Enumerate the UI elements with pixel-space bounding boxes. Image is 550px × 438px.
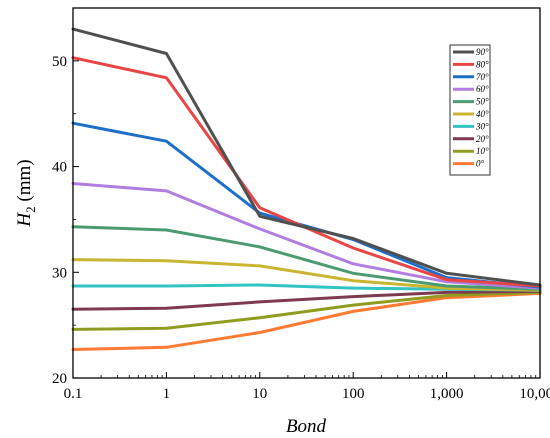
series-line-5	[71, 258, 542, 292]
legend-label-2: 70°	[476, 72, 489, 82]
legend-box	[449, 44, 491, 176]
series-line-7	[71, 289, 542, 311]
x-tick-label-4: 1,000	[430, 386, 464, 402]
x-axis-title: Bond	[286, 416, 327, 437]
x-tick-label-2: 10	[252, 386, 267, 402]
y-axis: 20 30 40 50	[52, 54, 79, 387]
plot-frame	[72, 7, 541, 379]
legend-label-0: 90°	[476, 47, 489, 57]
y-axis-title-subscript: 2	[23, 206, 38, 213]
legend-label-8: 10°	[476, 146, 489, 156]
series-line-8	[71, 290, 542, 331]
y-tick-label-0: 20	[52, 371, 67, 387]
series-line-9	[71, 291, 542, 351]
legend-label-3: 60°	[476, 84, 489, 94]
y-axis-title-main: H	[14, 212, 35, 228]
series-layer	[71, 27, 542, 351]
legend-label-4: 50°	[476, 97, 489, 107]
legend: 90° 80° 70° 60° 50° 40° 30° 20° 10° 0°	[449, 44, 491, 176]
y-tick-label-2: 40	[52, 160, 67, 176]
x-tick-label-3: 100	[342, 386, 365, 402]
legend-label-7: 20°	[476, 134, 489, 144]
legend-label-6: 30°	[475, 121, 489, 131]
y-axis-title-unit: (mm)	[14, 159, 35, 206]
legend-label-1: 80°	[476, 59, 489, 69]
series-line-3	[71, 182, 542, 290]
series-line-0	[71, 27, 542, 287]
y-tick-label-3: 50	[52, 54, 67, 70]
x-tick-label-0: 0.1	[64, 386, 83, 402]
y-tick-label-1: 30	[52, 265, 67, 281]
legend-label-5: 40°	[476, 109, 489, 119]
x-tick-label-1: 1	[163, 386, 171, 402]
series-line-4	[71, 225, 542, 291]
legend-label-9: 0°	[476, 159, 485, 169]
y-axis-title: H2 (mm)	[14, 159, 38, 227]
x-axis: 0.1 1 10 100 1,000 10,000	[64, 372, 550, 402]
x-tick-label-5: 10,000	[519, 386, 550, 402]
